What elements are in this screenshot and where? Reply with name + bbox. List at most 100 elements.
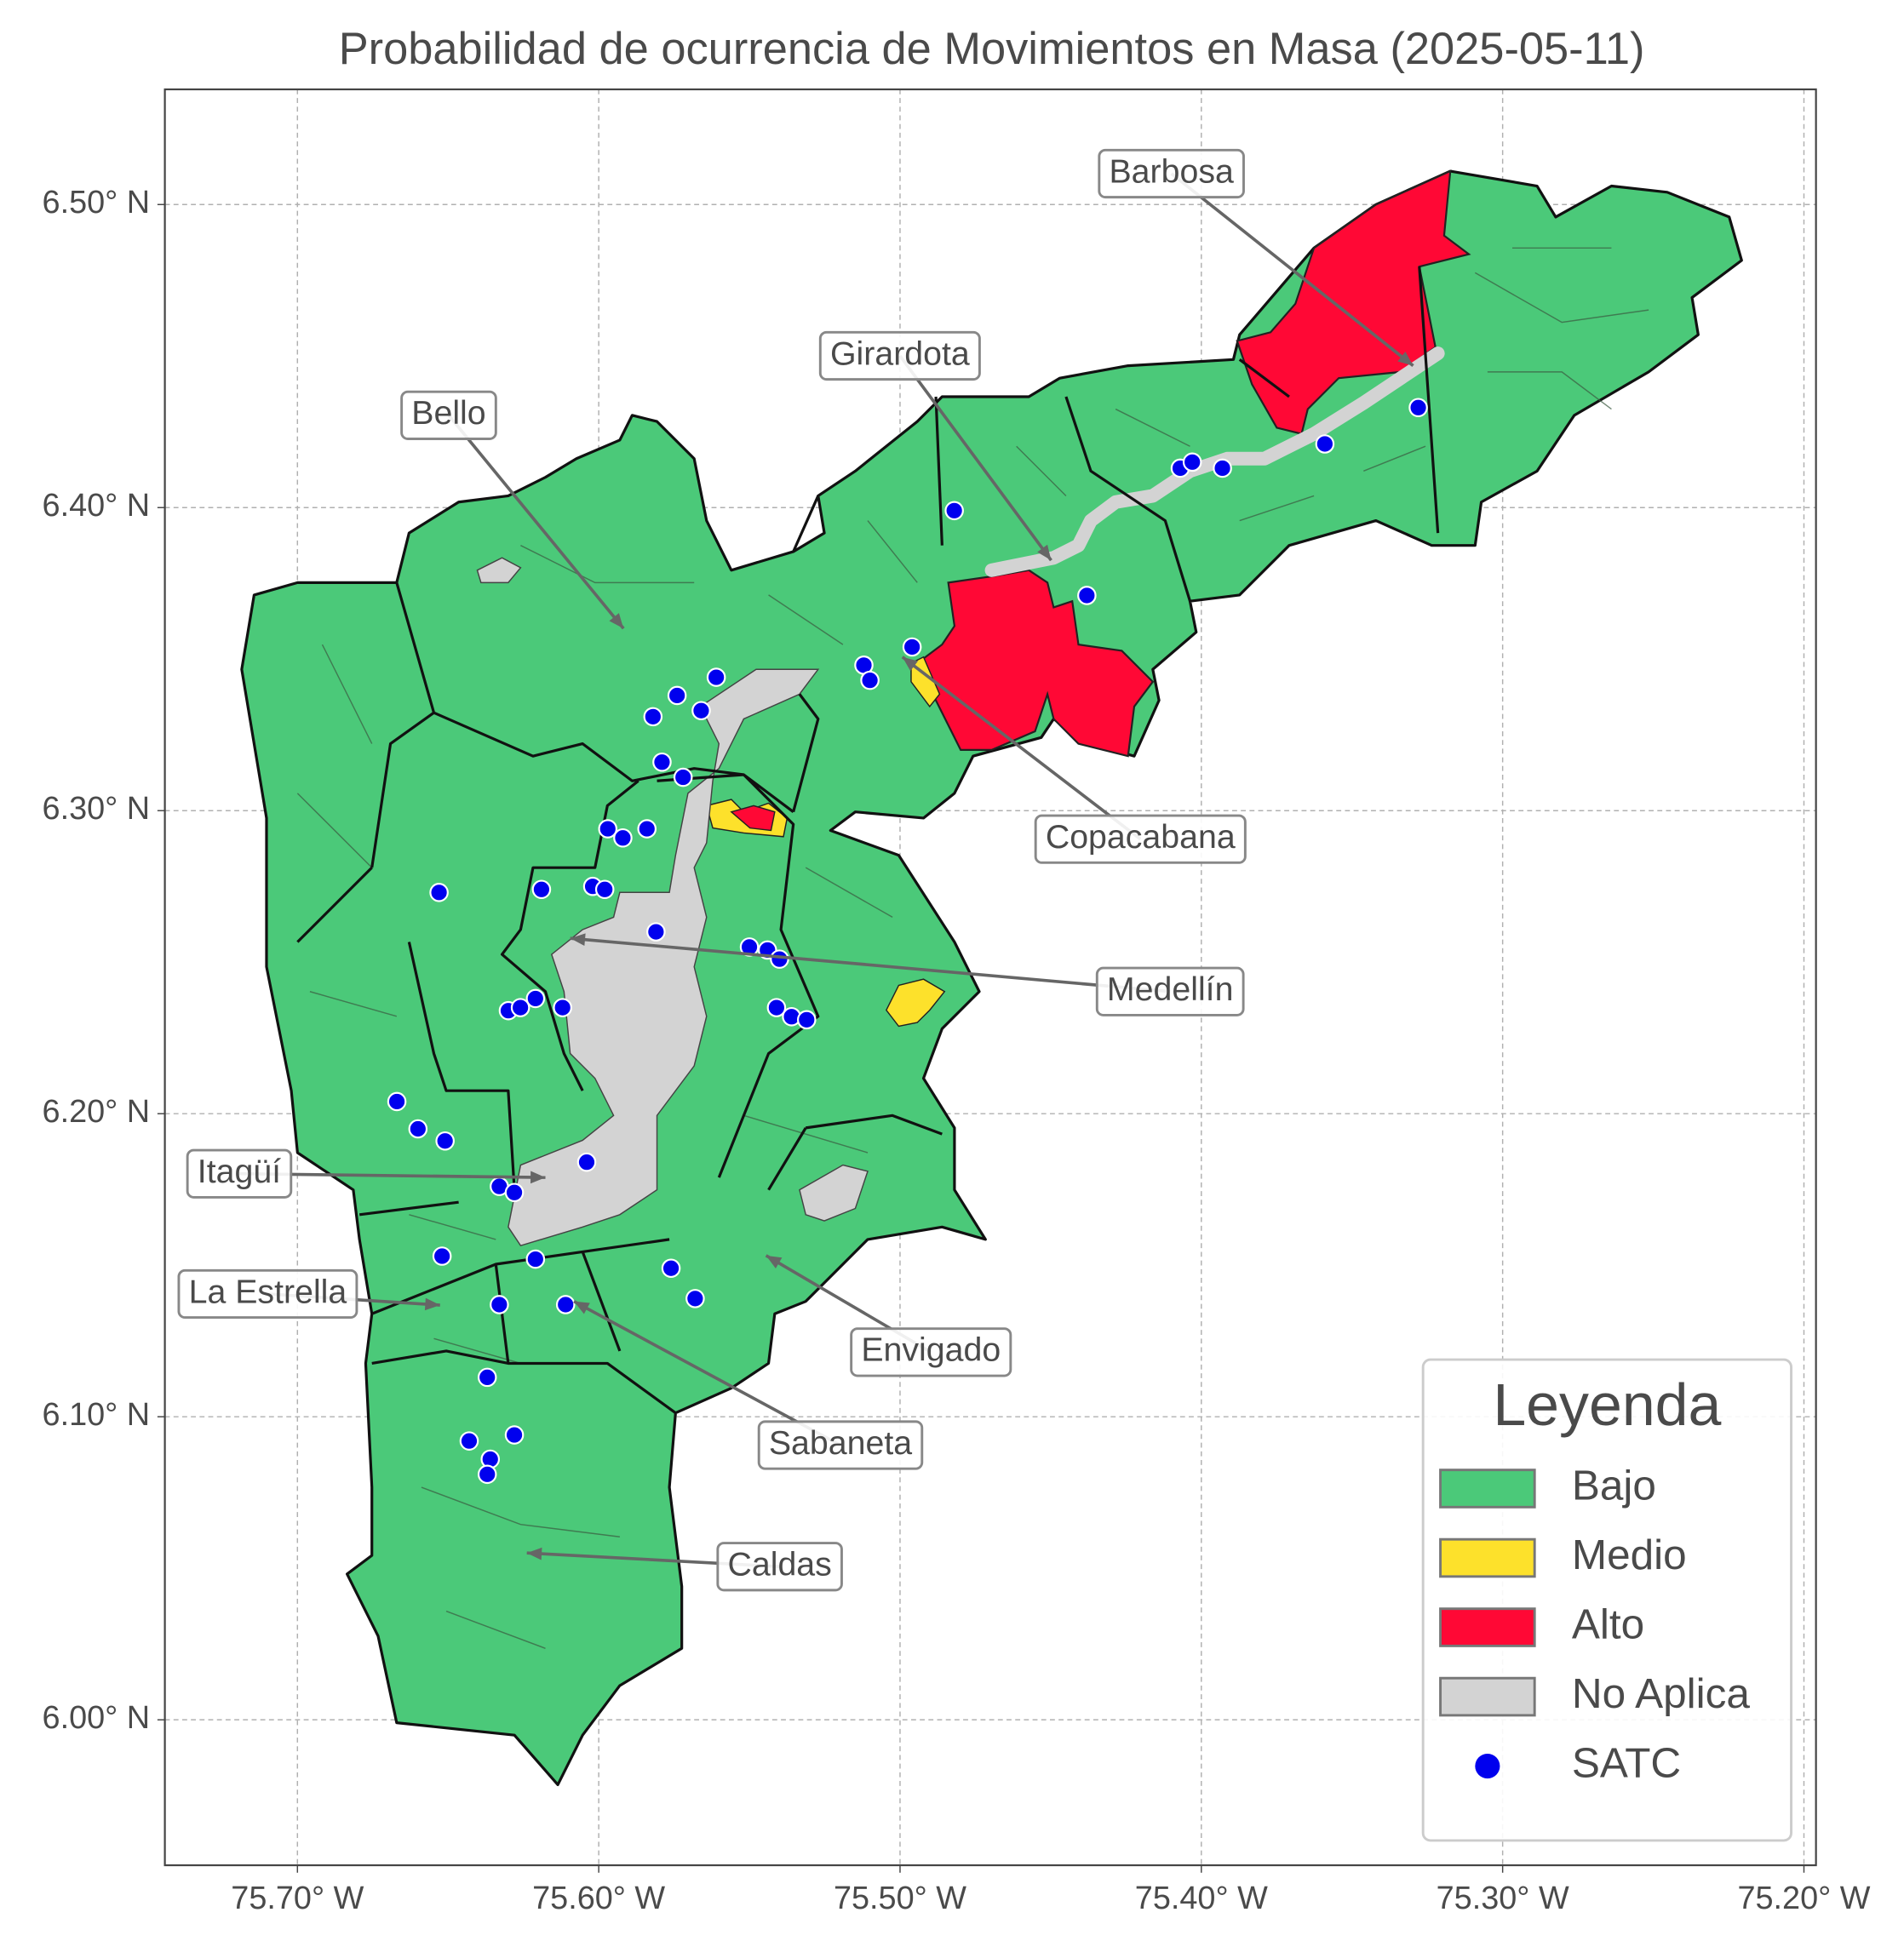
annotation-box — [1098, 148, 1245, 199]
annotation-box — [186, 1148, 293, 1199]
arrow-head — [570, 933, 586, 947]
annotation-label: Envigado — [861, 1331, 1001, 1369]
satc-point — [429, 883, 449, 902]
satc-point — [531, 879, 552, 900]
municipalities — [240, 169, 1743, 1787]
legend-title: Leyenda — [1493, 1371, 1721, 1438]
x-tick-label: 75.60° W — [532, 1881, 665, 1916]
legend-swatch — [1439, 1676, 1536, 1717]
annotation-label: Bello — [411, 394, 485, 432]
legend-label: No Aplica — [1572, 1670, 1751, 1717]
region-medio — [885, 978, 946, 1028]
arrow-head — [526, 1547, 542, 1560]
satc-point — [576, 1152, 597, 1172]
satc-point — [490, 1295, 509, 1314]
annotation-label: Itagüí — [198, 1153, 281, 1190]
satc-point — [902, 637, 922, 657]
satc-point — [408, 1119, 428, 1139]
satc-point — [1213, 458, 1232, 478]
x-tick-label: 75.40° W — [1135, 1881, 1268, 1916]
y-tick-label: 6.40° N — [43, 488, 151, 524]
satc-point — [504, 1182, 525, 1203]
annotation-label: Copacabana — [1046, 818, 1236, 856]
y-tick-label: 6.10° N — [43, 1397, 151, 1433]
arrow-head — [574, 1301, 590, 1314]
satc-point — [1077, 586, 1097, 605]
legend: Leyenda Bajo Medio Alto No Aplica SATC — [1421, 1358, 1792, 1842]
satc-point — [598, 819, 618, 839]
legend-swatch — [1439, 1469, 1536, 1509]
x-tick-label: 75.20° W — [1737, 1881, 1870, 1916]
annotation-arrow — [570, 936, 1171, 993]
x-tick-label: 75.50° W — [834, 1881, 966, 1916]
satc-point — [944, 501, 964, 521]
annotation-box — [850, 1327, 1012, 1377]
legend-swatch — [1439, 1537, 1536, 1578]
region-bajo — [240, 169, 1743, 1787]
annotation-label: Barbosa — [1109, 152, 1234, 190]
legend-swatch — [1439, 1607, 1536, 1647]
satc-point — [504, 1425, 525, 1445]
annotation-box — [818, 330, 981, 381]
satc-point — [646, 922, 666, 942]
axes-frame — [163, 88, 1817, 1867]
arrow-head — [530, 1171, 546, 1184]
satc-point — [643, 707, 663, 727]
annotation-label: Caldas — [727, 1546, 831, 1583]
satc-point — [661, 1258, 681, 1279]
satc-point — [477, 1464, 497, 1485]
satc-point — [432, 1246, 452, 1266]
annotation-arrow — [447, 414, 625, 630]
x-tick-label: 75.70° W — [231, 1881, 364, 1916]
satc-point — [555, 1295, 576, 1314]
annotation-label: Medellín — [1107, 970, 1234, 1008]
legend-label: Bajo — [1572, 1463, 1656, 1509]
annotation-label: La Estrella — [189, 1273, 347, 1310]
satc-point — [459, 1431, 479, 1451]
x-tick-label: 75.30° W — [1437, 1881, 1569, 1916]
satc-point — [435, 1131, 455, 1151]
satc-point — [652, 752, 672, 772]
satc-point — [613, 827, 633, 848]
region-no-aplica — [476, 557, 522, 584]
y-tick-label: 6.30° N — [43, 791, 151, 827]
annotation-box — [1095, 966, 1245, 1016]
y-tick-label: 6.50° N — [43, 185, 151, 220]
satc-point — [553, 998, 572, 1017]
annotation-box — [716, 1542, 843, 1592]
annotation-label: Sabaneta — [769, 1424, 912, 1462]
y-tick-label: 6.20° N — [43, 1094, 151, 1130]
satc-point — [525, 1249, 546, 1269]
legend-label: SATC — [1572, 1740, 1681, 1787]
satc-point — [387, 1091, 407, 1112]
region-alto — [730, 804, 776, 832]
arrow-head — [902, 656, 919, 672]
annotation-box — [1034, 814, 1247, 864]
annotation-box — [400, 390, 497, 440]
arrow-head — [766, 1255, 783, 1268]
arrow-head — [609, 613, 624, 629]
annotations: Barbosa Girardota Bello Copacabana Medellín I… — [177, 148, 1414, 1592]
satc-point — [510, 998, 530, 1017]
satc-point — [594, 879, 615, 900]
y-tick-label: 6.00° N — [43, 1700, 151, 1736]
annotation-box — [177, 1268, 358, 1320]
legend-label: Medio — [1572, 1532, 1687, 1578]
annotation-label: Girardota — [830, 335, 970, 372]
satc-point — [667, 685, 687, 706]
annotation-arrow — [1170, 172, 1414, 368]
satc-point — [1315, 434, 1335, 454]
satc-point — [766, 998, 787, 1017]
axis-ticks: 75.70° W 75.60° W 75.50° W 75.40° W 75.30° W… — [43, 185, 1871, 1916]
satc-point — [1408, 398, 1428, 418]
annotation-arrow — [898, 354, 1052, 562]
satc-point — [637, 819, 657, 839]
arrow-head — [1397, 351, 1414, 366]
satc-point — [706, 667, 726, 687]
annotation-box — [757, 1420, 924, 1470]
satc-points — [387, 398, 1428, 1485]
satc-point — [673, 767, 693, 787]
legend-label: Alto — [1572, 1601, 1644, 1648]
region-no-aplica — [508, 668, 820, 1247]
